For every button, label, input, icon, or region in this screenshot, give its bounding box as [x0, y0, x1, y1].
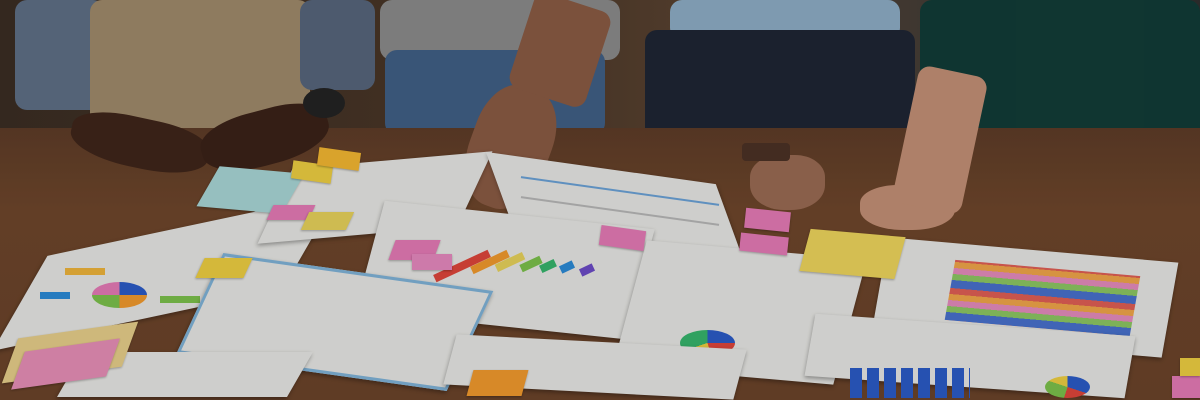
hand-right	[750, 155, 825, 210]
legend-bar	[160, 296, 200, 303]
blue-bar-chart	[850, 368, 970, 398]
sticky-note-pink	[1172, 376, 1200, 398]
watch-brown-icon	[742, 143, 790, 161]
watch-icon	[303, 88, 345, 118]
pie-chart	[92, 282, 147, 308]
legend-bar	[40, 292, 70, 299]
sticky-note-yellow	[300, 212, 355, 230]
sticky-note-pink	[412, 254, 452, 270]
pie-chart	[1045, 376, 1090, 398]
orange-label	[466, 370, 529, 396]
legend-bar	[65, 268, 105, 275]
sticky-note-yellow	[195, 258, 253, 278]
sticky-note-yellow	[799, 228, 906, 280]
person-left-sleeve	[300, 0, 375, 90]
sticky-note-yellow	[1180, 358, 1200, 376]
